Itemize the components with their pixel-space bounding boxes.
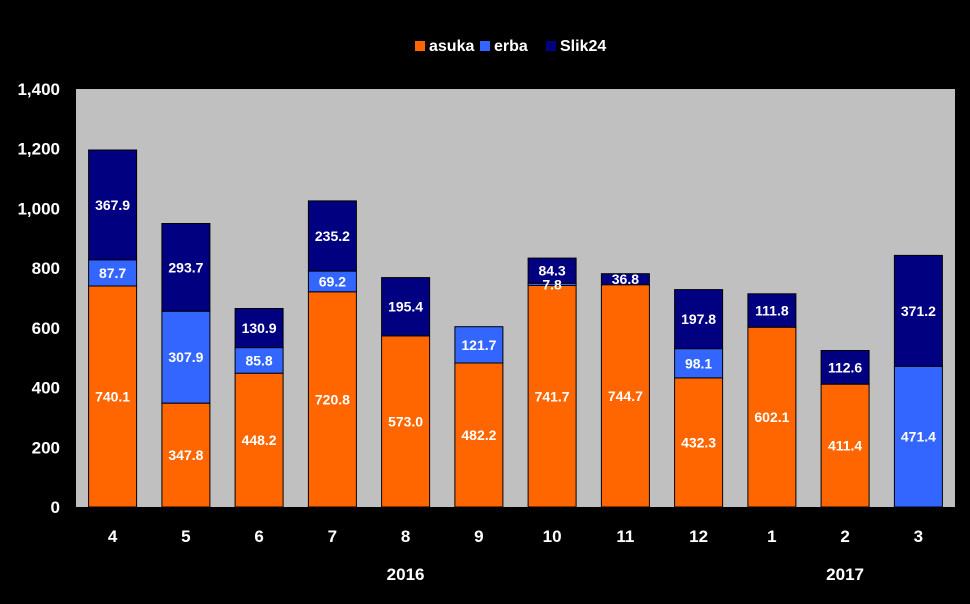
legend-label-slik24: Slik24	[560, 38, 606, 55]
bar-asuka-8	[381, 335, 431, 508]
bar-asuka-4	[88, 285, 138, 508]
data-label-slik24-11: 36.8	[612, 271, 639, 287]
bar-slik24-2	[820, 350, 870, 385]
data-label-erba-3: 471.4	[901, 429, 936, 445]
bar-asuka-11	[600, 284, 650, 508]
y-tick-label: 600	[32, 319, 60, 338]
bar-slik24-7	[307, 200, 357, 272]
bar-erba-5	[161, 310, 211, 404]
bar-asuka-7	[307, 291, 357, 508]
bar-slik24-3	[893, 254, 943, 367]
x-tick-label: 10	[543, 527, 562, 546]
bar-slik24-6	[234, 308, 284, 349]
bar-slik24-8	[381, 277, 431, 337]
legend-swatch-slik24	[546, 41, 556, 51]
x-tick-label: 12	[689, 527, 708, 546]
bar-erba-4	[88, 259, 138, 287]
y-tick-label: 800	[32, 259, 60, 278]
data-label-asuka-11: 744.7	[608, 388, 643, 404]
data-label-asuka-6: 448.2	[242, 432, 277, 448]
data-label-slik24-12: 197.8	[681, 311, 716, 327]
data-label-asuka-5: 347.8	[168, 447, 203, 463]
y-tick-label: 400	[32, 379, 60, 398]
data-label-erba-4: 87.7	[99, 265, 126, 281]
data-label-slik24-5: 293.7	[168, 259, 203, 275]
legend-label-asuka: asuka	[429, 38, 474, 55]
data-label-slik24-8: 195.4	[388, 299, 423, 315]
x-tick-label: 2	[840, 527, 849, 546]
x-tick-label: 8	[401, 527, 410, 546]
data-label-asuka-1: 602.1	[754, 409, 789, 425]
data-label-slik24-2: 112.6	[828, 359, 862, 375]
x-tick-label: 3	[914, 527, 923, 546]
data-label-erba-12: 98.1	[685, 355, 712, 371]
x-tick-label: 11	[616, 527, 634, 546]
data-label-asuka-12: 432.3	[681, 435, 716, 451]
bar-asuka-12	[674, 377, 724, 508]
legend: asuka erba Slik24	[415, 38, 606, 55]
x-axis-tick-labels: 4 5 6 7 8 9 10 11 12 1 2 3	[108, 527, 923, 546]
legend-swatch-erba	[480, 41, 490, 51]
y-tick-label: 1,200	[17, 140, 60, 159]
y-tick-label: 1,000	[17, 199, 60, 218]
data-label-slik24-3: 371.2	[901, 303, 936, 319]
x-tick-label: 4	[108, 527, 118, 546]
data-label-erba-7: 69.2	[319, 274, 346, 290]
data-label-asuka-4: 740.1	[95, 389, 130, 405]
data-label-slik24-7: 235.2	[315, 228, 350, 244]
bar-asuka-1	[747, 326, 797, 508]
data-label-asuka-10: 741.7	[535, 388, 570, 404]
data-label-asuka-2: 411.4	[828, 438, 862, 454]
bar-erba-12	[674, 348, 724, 379]
x-tick-label: 6	[254, 527, 263, 546]
bar-asuka-2	[820, 383, 870, 508]
x-group-label: 2016	[387, 565, 425, 584]
bar-slik24-1	[747, 293, 797, 328]
y-tick-label: 0	[51, 498, 60, 517]
x-group-label: 2017	[826, 565, 864, 584]
x-tick-label: 1	[767, 527, 776, 546]
x-axis-group-labels: 2016 2017	[387, 565, 864, 584]
legend-swatch-asuka	[415, 41, 425, 51]
data-label-slik24-6: 130.9	[242, 320, 277, 336]
data-label-slik24-10: 84.3	[538, 263, 565, 279]
data-label-erba-5: 307.9	[168, 349, 203, 365]
bar-asuka-10	[527, 285, 577, 508]
data-label-asuka-9: 482.2	[461, 427, 496, 443]
data-label-slik24-4: 367.9	[95, 197, 130, 213]
data-label-erba-10: 7.8	[542, 276, 562, 292]
data-label-slik24-1: 111.8	[755, 303, 789, 319]
bar-erba-3	[893, 365, 943, 508]
data-label-erba-9: 121.7	[461, 337, 496, 353]
bar-slik24-5	[161, 223, 211, 312]
data-label-asuka-7: 720.8	[315, 391, 350, 407]
bar-erba-9	[454, 326, 504, 364]
legend-label-erba: erba	[494, 38, 528, 55]
x-tick-label: 5	[181, 527, 190, 546]
bar-slik24-10	[527, 257, 577, 284]
bar-asuka-9	[454, 362, 504, 508]
bars-layer: 740.1 87.7 367.9 347.8 307.9 293.7 448.2 85.8 13…	[88, 149, 943, 508]
bar-asuka-6	[234, 372, 284, 508]
y-tick-label: 200	[32, 438, 60, 457]
bar-slik24-12	[674, 289, 724, 350]
data-label-asuka-8: 573.0	[388, 414, 423, 430]
bar-slik24-11	[600, 273, 650, 286]
x-tick-label: 7	[328, 527, 337, 546]
plot-area	[76, 89, 955, 507]
y-axis-tick-labels: 0 200 400 600 800 1,000 1,200 1,400	[17, 80, 60, 517]
x-tick-label: 9	[474, 527, 483, 546]
bar-erba-6	[234, 347, 284, 374]
bar-slik24-4	[88, 149, 138, 261]
y-tick-label: 1,400	[17, 80, 60, 99]
data-label-erba-6: 85.8	[245, 352, 272, 368]
